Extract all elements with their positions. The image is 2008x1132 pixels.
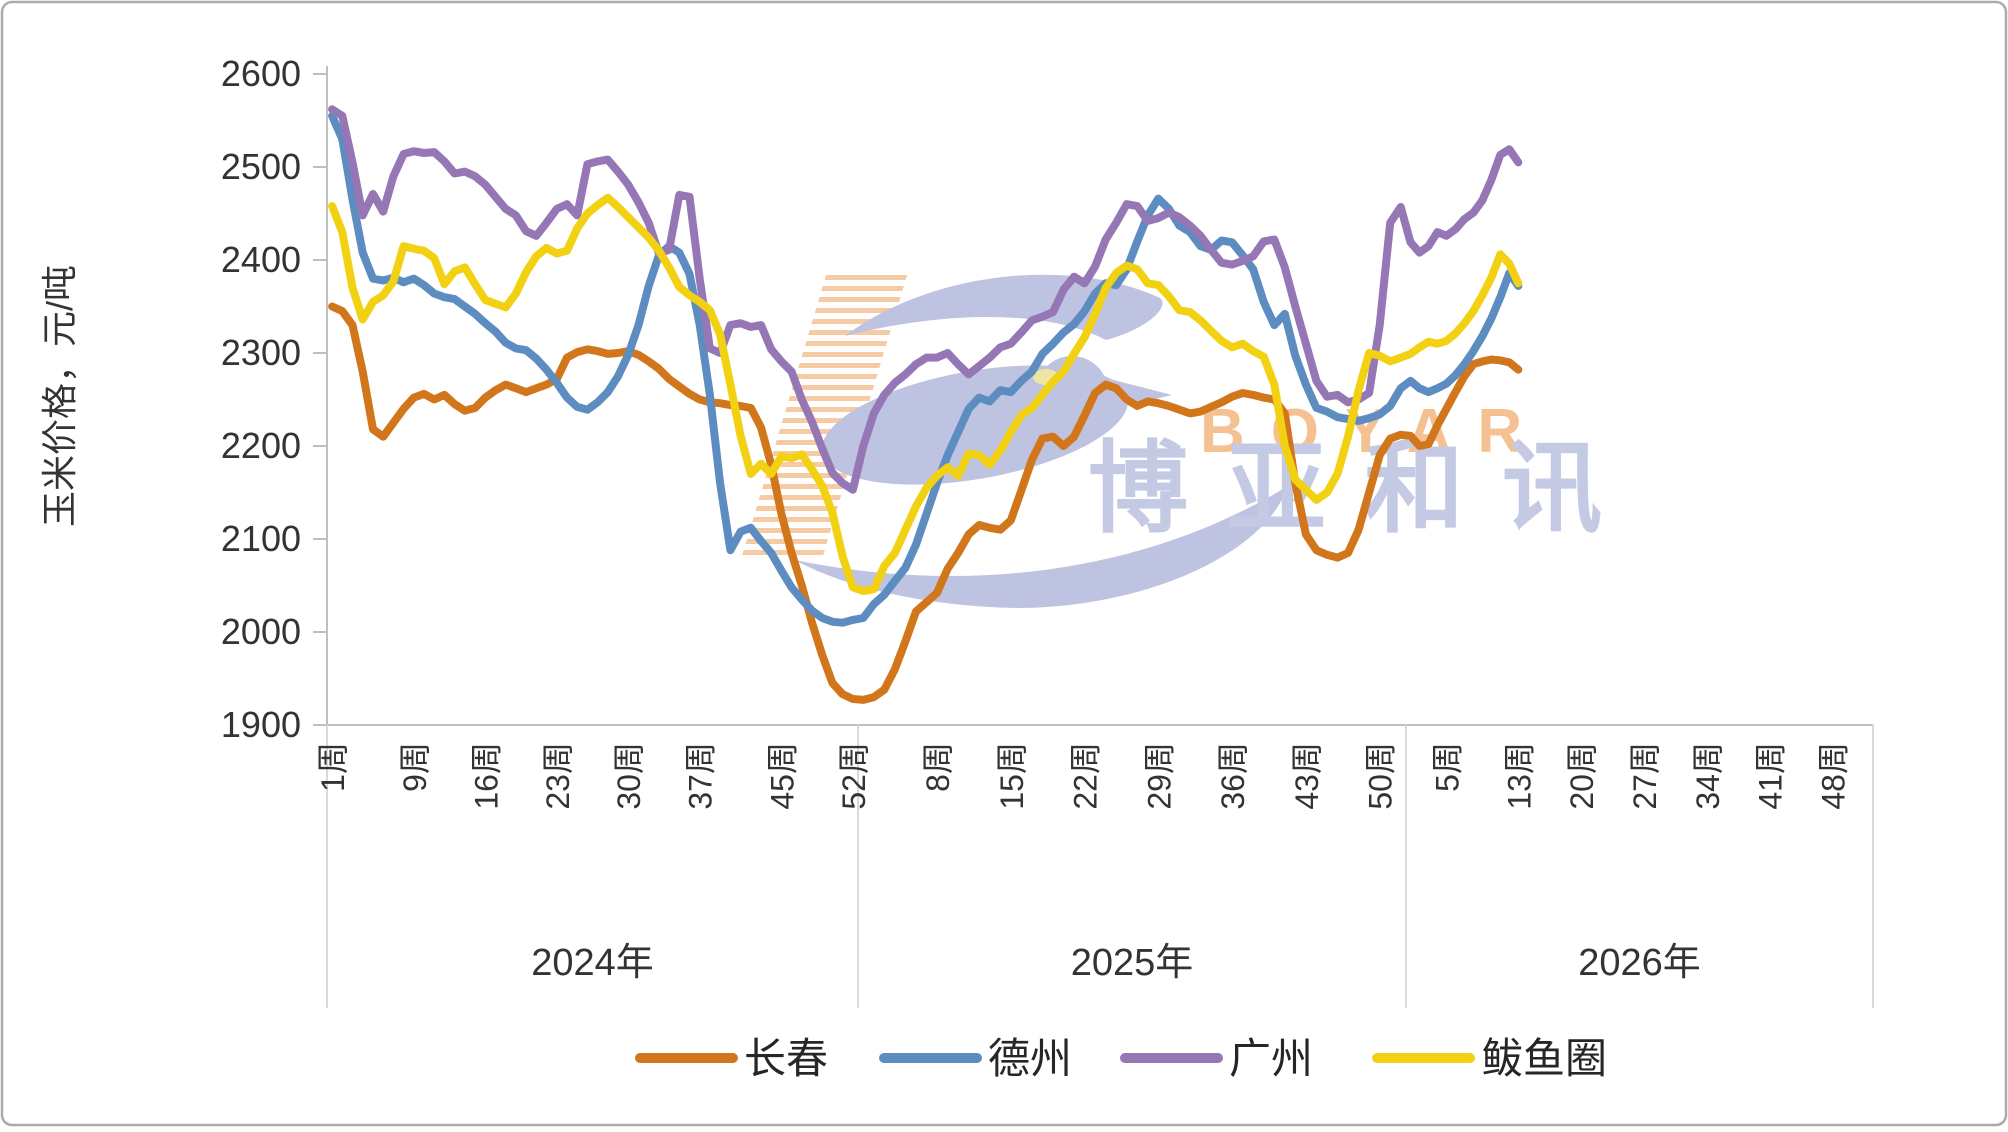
y-tick-label: 2500	[221, 146, 301, 187]
x-tick-label: 16周	[468, 742, 504, 810]
x-tick-label: 9周	[397, 742, 433, 792]
year-group-label: 2024年	[531, 942, 654, 984]
y-tick-label: 2300	[221, 332, 301, 373]
y-tick-label: 2600	[221, 53, 301, 94]
legend-label: 鲅鱼圈	[1481, 1035, 1607, 1082]
x-tick-label: 37周	[683, 742, 719, 810]
x-tick-label: 43周	[1289, 742, 1325, 810]
watermark-swoosh-icon	[845, 274, 1163, 340]
y-axis-title: 玉米价格，元/吨	[39, 265, 80, 527]
x-tick-label: 13周	[1501, 742, 1537, 810]
x-tick-label: 48周	[1816, 742, 1852, 810]
watermark-text-cn: 博亚和讯	[1088, 433, 1640, 545]
x-tick-label: 34周	[1690, 742, 1726, 810]
x-tick-label: 45周	[764, 742, 800, 810]
legend-item-广州: 广州	[1120, 1035, 1313, 1082]
legend: 长春 德州 广州 鲅鱼圈	[635, 1035, 1607, 1082]
watermark-tail-swoosh-icon	[795, 486, 1288, 608]
x-tick-label: 22周	[1068, 742, 1104, 810]
series-line-广州	[328, 105, 1523, 494]
x-tick-label: 30周	[611, 742, 647, 810]
axes	[313, 66, 1874, 1008]
x-tick-label: 15周	[994, 742, 1030, 810]
y-tick-label: 1900	[221, 704, 301, 745]
x-tick-label: 50周	[1363, 742, 1399, 810]
x-tick-label: 23周	[540, 742, 576, 810]
y-tick-label: 2200	[221, 425, 301, 466]
legend-item-德州: 德州	[879, 1035, 1072, 1082]
legend-item-长春: 长春	[635, 1035, 828, 1082]
x-tick-label: 5周	[1429, 742, 1465, 792]
legend-label: 长春	[744, 1035, 828, 1082]
legend-label: 德州	[988, 1035, 1072, 1082]
y-tick-label: 2000	[221, 611, 301, 652]
legend-label: 广州	[1229, 1035, 1313, 1082]
series-line-德州	[328, 111, 1523, 627]
x-tick-label: 27周	[1627, 742, 1663, 810]
watermark-text-en: BOYAR	[1200, 397, 1548, 466]
watermark-wing-hatch-icon	[742, 272, 908, 556]
series-line-长春	[328, 302, 1523, 704]
x-tick-label: 20周	[1564, 742, 1600, 810]
legend-item-鲅鱼圈: 鲅鱼圈	[1372, 1035, 1607, 1082]
x-tick-label: 8周	[920, 742, 956, 792]
x-tick-label: 41周	[1753, 742, 1789, 810]
series-line-鲅鱼圈	[328, 193, 1523, 596]
y-tick-label: 2100	[221, 518, 301, 559]
x-tick-label: 52周	[836, 742, 872, 810]
data-series	[328, 105, 1523, 704]
x-tick-label: 29周	[1141, 742, 1177, 810]
x-tick-label: 36周	[1215, 742, 1251, 810]
axis-labels: 1900 2000 2100 2200 2300 2400 2500 2600 玉米价格，元/吨…	[39, 53, 1852, 984]
year-group-label: 2026年	[1578, 942, 1701, 984]
x-tick-label: 1周	[315, 742, 351, 792]
y-tick-label: 2400	[221, 239, 301, 280]
year-group-label: 2025年	[1071, 942, 1194, 984]
